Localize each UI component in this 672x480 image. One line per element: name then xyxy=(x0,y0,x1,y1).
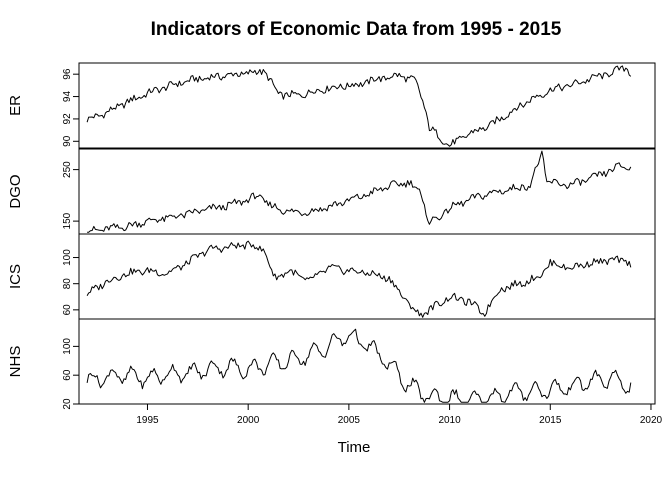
series-line-dgo xyxy=(87,150,632,233)
panel-title-er: ER xyxy=(7,95,24,116)
panel-frame-dgo xyxy=(78,148,656,235)
y-tick-label: 100 xyxy=(62,249,73,266)
y-tick-label: 94 xyxy=(62,91,73,103)
y-tick-label: 60 xyxy=(62,304,73,316)
panel-dgo: 150 250 DGO xyxy=(7,148,656,235)
series-line-nhs xyxy=(86,328,632,403)
panel-title-dgo: DGO xyxy=(7,174,24,208)
panel-ics: 60 80 100 ICS xyxy=(7,233,656,320)
panel-nhs: 20 60 100 NHS xyxy=(7,318,656,410)
y-tick-label: 96 xyxy=(62,68,73,80)
x-tick-label: 2005 xyxy=(338,415,361,426)
y-tick-label: 60 xyxy=(62,369,73,381)
y-tick-label: 80 xyxy=(62,278,73,290)
x-tick-label: 2020 xyxy=(640,415,663,426)
x-axis: 1995 2000 2005 2010 2015 2020 xyxy=(136,403,663,426)
y-tick-label: 92 xyxy=(62,113,73,125)
panel-title-nhs: NHS xyxy=(7,346,24,378)
x-tick-label: 2000 xyxy=(237,415,260,426)
y-tick-label: 90 xyxy=(62,135,73,147)
y-tick-label: 150 xyxy=(62,212,73,229)
chart-title: Indicators of Economic Data from 1995 - … xyxy=(151,19,562,40)
panel-er: 90 92 94 96 ER xyxy=(7,62,656,149)
y-tick-label: 20 xyxy=(62,398,73,410)
x-tick-label: 2010 xyxy=(438,415,461,426)
panel-frame-er xyxy=(78,62,656,149)
panel-frame-ics xyxy=(78,233,656,320)
x-axis-title: Time xyxy=(338,439,371,456)
y-tick-label: 100 xyxy=(62,338,73,355)
x-tick-label: 2015 xyxy=(539,415,562,426)
series-line-ics xyxy=(86,240,632,318)
y-tick-label: 250 xyxy=(62,161,73,178)
x-tick-label: 1995 xyxy=(136,415,159,426)
panel-title-ics: ICS xyxy=(7,264,24,289)
panels-layer: 90 92 94 96 ER 150 250 DGO 60 80 100 ICS 20 60 100 NHS xyxy=(7,62,656,410)
series-line-er xyxy=(86,65,632,147)
panel-frame-nhs xyxy=(78,318,656,405)
